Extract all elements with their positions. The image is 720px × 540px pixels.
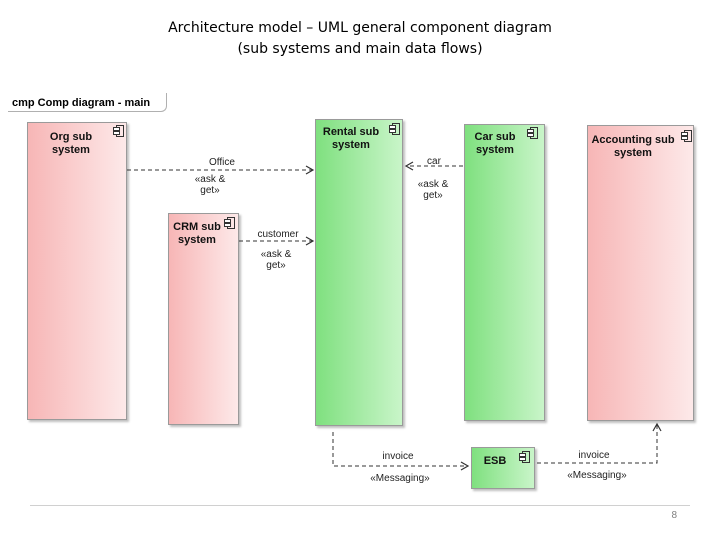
crm-subsystem[interactable]: [168, 213, 239, 425]
footer-divider: [30, 505, 690, 506]
page-number: 8: [671, 510, 677, 521]
component-icon: [113, 125, 124, 137]
invoice-right-flow-name: invoice: [578, 450, 610, 461]
component-icon: [224, 217, 235, 229]
crm-subsystem-name: CRM sub system: [173, 221, 221, 246]
car-flow-name: car: [427, 156, 441, 167]
rental-subsystem[interactable]: [315, 119, 403, 426]
invoice-right-flow-line: [537, 422, 662, 464]
component-icon: [519, 451, 530, 463]
esb-name: ESB: [483, 455, 507, 467]
invoice-right-flow-stereotype: «Messaging»: [567, 470, 627, 481]
slide-title: Architecture model – UML general compone…: [0, 18, 720, 60]
accounting-subsystem-name: Accounting sub system: [591, 134, 675, 159]
customer-flow-name: customer: [257, 229, 299, 240]
component-icon: [389, 123, 400, 135]
accounting-subsystem[interactable]: [587, 125, 694, 421]
component-icon: [527, 127, 538, 139]
component-icon: [681, 130, 692, 142]
car-subsystem[interactable]: [464, 124, 545, 421]
org-subsystem-name: Org sub system: [49, 131, 93, 156]
invoice-left-flow-stereotype: «Messaging»: [370, 473, 430, 484]
diagram-frame-label: cmp Comp diagram - main: [12, 97, 151, 109]
rental-subsystem-name: Rental sub system: [322, 126, 380, 151]
slide-title-line2: (sub systems and main data flows): [237, 41, 483, 57]
office-flow-name: Office: [209, 157, 235, 168]
invoice-left-flow-name: invoice: [382, 451, 414, 462]
org-subsystem[interactable]: [27, 122, 127, 420]
car-flow-stereotype: «ask & get»: [417, 179, 449, 201]
slide-title-line1: Architecture model – UML general compone…: [168, 20, 552, 36]
office-flow-stereotype: «ask & get»: [194, 174, 226, 196]
car-subsystem-name: Car sub system: [474, 131, 516, 156]
diagram-frame-tab: [8, 93, 167, 112]
customer-flow-stereotype: «ask & get»: [260, 249, 292, 271]
